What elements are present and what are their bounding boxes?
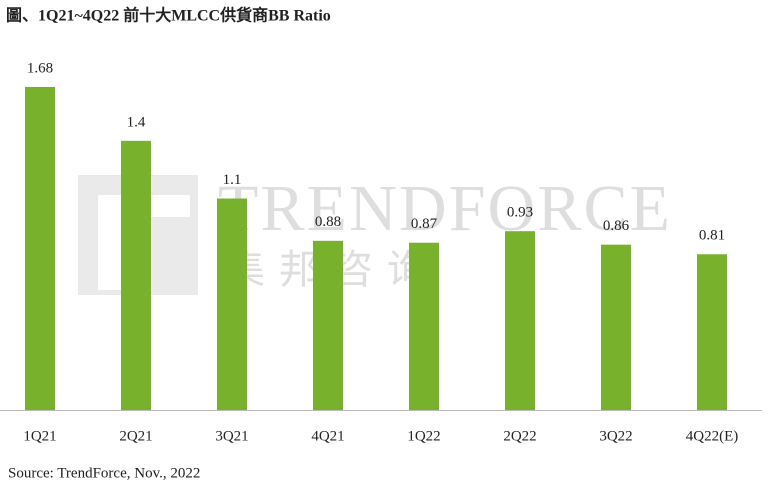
- x-tick-label: 4Q22(E): [686, 428, 739, 444]
- watermark: TRENDFORCE 集邦咨询: [78, 172, 670, 295]
- source: Source: TrendForce, Nov., 2022: [8, 465, 200, 481]
- data-label: 1.68: [27, 60, 53, 76]
- data-label: 0.88: [315, 214, 341, 230]
- bar: [697, 254, 727, 410]
- bar: [217, 198, 247, 410]
- data-label: 0.81: [699, 228, 725, 244]
- x-tick-label: 3Q22: [599, 428, 632, 444]
- data-label: 0.86: [603, 218, 630, 234]
- watermark-logo: [140, 195, 190, 217]
- x-tick-label: 3Q21: [215, 428, 248, 444]
- bar: [121, 140, 151, 411]
- chart-title: 圖、1Q21~4Q22 前十大MLCC供貨商BB Ratio: [6, 6, 331, 25]
- bar: [25, 87, 55, 410]
- x-tick-label: 4Q21: [311, 428, 344, 444]
- data-label: 1.1: [223, 172, 242, 188]
- bar: [601, 244, 631, 410]
- x-tick-label: 2Q21: [119, 428, 152, 444]
- bar: [313, 240, 343, 410]
- x-tick-label: 1Q21: [23, 428, 56, 444]
- data-label: 0.87: [411, 216, 438, 232]
- watermark-text: TRENDFORCE: [218, 172, 670, 245]
- data-label: 1.4: [127, 114, 146, 130]
- x-tick-label: 2Q22: [503, 428, 536, 444]
- bar: [505, 231, 535, 410]
- data-label: 0.93: [507, 205, 533, 221]
- x-tick-label: 1Q22: [407, 428, 440, 444]
- bar: [409, 242, 439, 410]
